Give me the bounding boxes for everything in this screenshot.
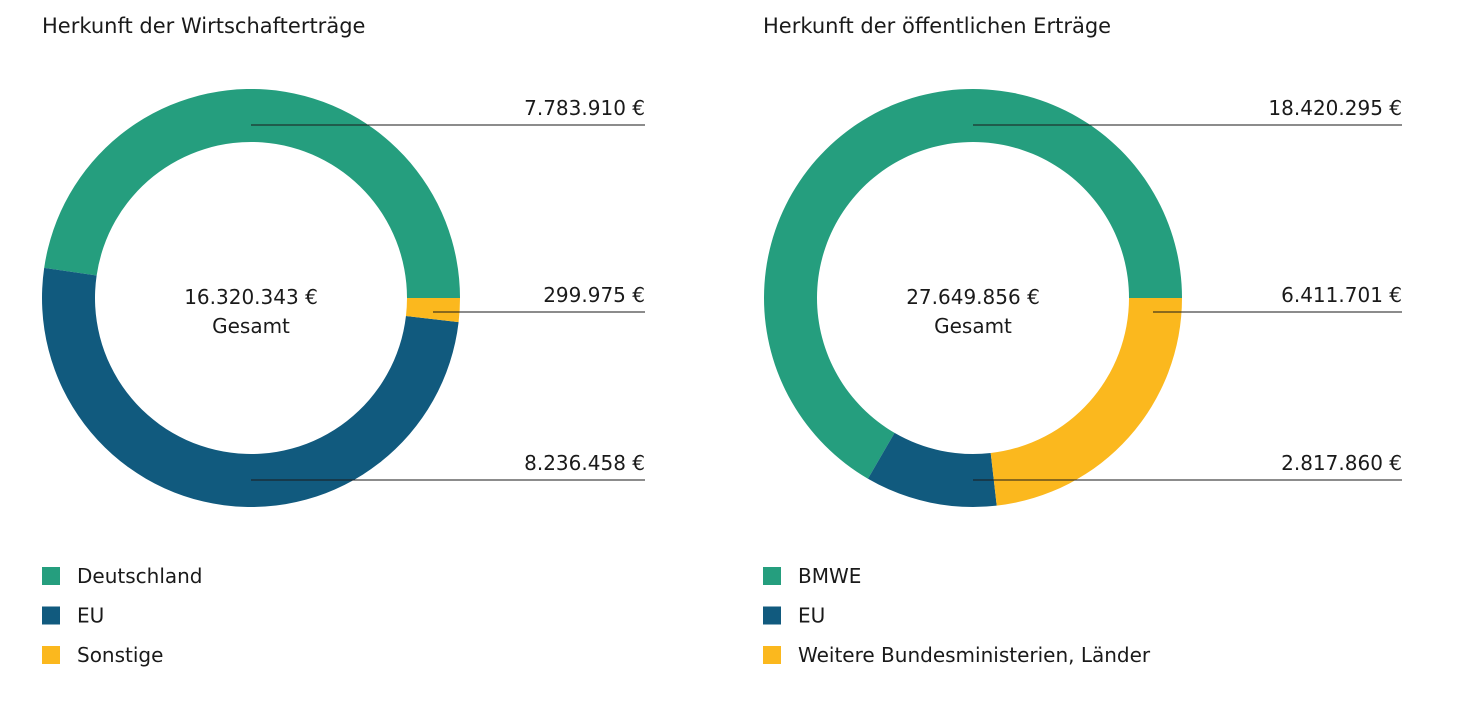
chart-title: Herkunft der Wirtschafterträge (42, 14, 365, 38)
donut-slice-weitere-bundesministerien-länder (990, 298, 1182, 506)
legend-label: Weitere Bundesministerien, Länder (798, 643, 1151, 667)
total-value: 16.320.343 € (184, 285, 318, 309)
value-label: 299.975 € (543, 283, 645, 307)
legend-label: Deutschland (77, 564, 203, 588)
donut-slice-deutschland (44, 89, 460, 298)
legend-label: BMWE (798, 564, 861, 588)
total-value: 27.649.856 € (906, 285, 1040, 309)
value-label: 6.411.701 € (1281, 283, 1402, 307)
donut-chart-2: Herkunft der öffentlichen Erträge 18.420.… (763, 14, 1402, 667)
legend-swatch (763, 606, 781, 625)
legend-item: Sonstige (42, 643, 163, 667)
value-label: 7.783.910 € (524, 96, 645, 120)
value-label: 18.420.295 € (1268, 96, 1402, 120)
value-label: 2.817.860 € (1281, 451, 1402, 475)
legend-item: Deutschland (42, 564, 203, 588)
legend-label: Sonstige (77, 643, 163, 667)
legend-label: EU (77, 604, 104, 628)
legend-swatch (42, 646, 60, 664)
donut-slice-eu (867, 432, 997, 507)
legend-swatch (42, 606, 60, 625)
legend-swatch (763, 646, 781, 664)
legend-item: Weitere Bundesministerien, Länder (763, 643, 1151, 667)
total-caption: Gesamt (212, 314, 290, 338)
legend-label: EU (798, 604, 825, 628)
legend-item: EU (763, 604, 825, 628)
legend-item: BMWE (763, 564, 861, 588)
total-caption: Gesamt (934, 314, 1012, 338)
donut-slice-eu (42, 267, 459, 507)
legend-swatch (42, 567, 60, 585)
donut-chart-1: Herkunft der Wirtschafterträge 7.783.910 … (42, 14, 645, 667)
value-label: 8.236.458 € (524, 451, 645, 475)
chart-title: Herkunft der öffentlichen Erträge (763, 14, 1111, 38)
legend-swatch (763, 567, 781, 585)
donut-slice-sonstige (405, 298, 460, 323)
legend-item: EU (42, 604, 104, 628)
